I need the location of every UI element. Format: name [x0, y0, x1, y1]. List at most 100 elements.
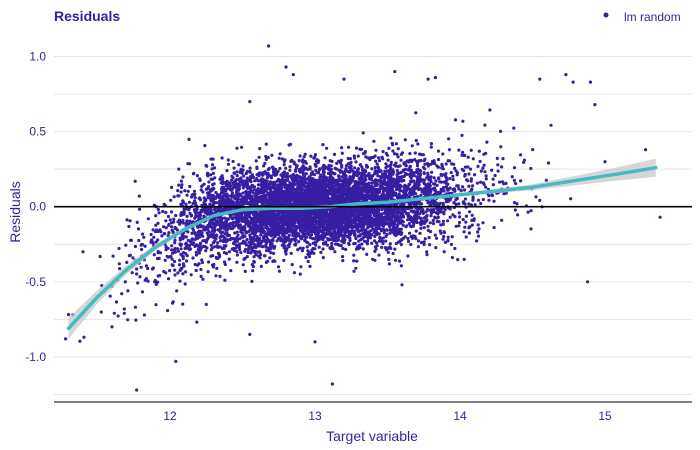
scatter-point — [234, 216, 238, 220]
scatter-point — [235, 146, 239, 150]
scatter-point — [220, 156, 224, 160]
scatter-point — [318, 178, 322, 182]
scatter-point — [497, 180, 502, 184]
scatter-point — [444, 162, 448, 166]
scatter-point — [435, 183, 439, 187]
scatter-point — [206, 171, 210, 175]
scatter-point — [279, 195, 283, 199]
scatter-point — [369, 229, 373, 233]
scatter-point — [286, 178, 290, 182]
scatter-point — [512, 178, 517, 182]
scatter-point — [269, 251, 273, 255]
scatter-point — [303, 152, 307, 156]
scatter-point — [467, 231, 471, 235]
scatter-point — [352, 269, 356, 273]
scatter-point — [309, 224, 313, 228]
scatter-point — [177, 194, 181, 198]
scatter-point — [360, 165, 364, 169]
scatter-point — [256, 244, 260, 248]
scatter-point — [325, 243, 329, 247]
scatter-point — [271, 228, 275, 232]
scatter-point — [415, 175, 419, 179]
scatter-point — [321, 227, 325, 232]
scatter-point — [173, 238, 177, 242]
scatter-point — [484, 177, 488, 181]
scatter-point — [309, 233, 314, 237]
scatter-point — [377, 159, 382, 163]
scatter-point — [287, 237, 291, 241]
scatter-point — [468, 210, 472, 214]
scatter-point — [466, 155, 470, 159]
scatter-point — [193, 196, 197, 200]
scatter-point — [463, 153, 467, 157]
scatter-point — [361, 213, 365, 217]
scatter-point — [435, 207, 439, 211]
scatter-point — [195, 174, 199, 178]
scatter-point — [243, 249, 247, 253]
scatter-point — [218, 274, 222, 278]
scatter-point — [182, 211, 186, 215]
scatter-point — [209, 225, 214, 229]
scatter-point — [456, 258, 460, 262]
scatter-point — [323, 191, 328, 195]
scatter-point — [226, 238, 230, 242]
scatter-point — [231, 181, 235, 185]
scatter-point — [250, 183, 254, 188]
scatter-point — [189, 213, 194, 217]
scatter-point — [391, 251, 395, 256]
scatter-point — [301, 164, 305, 168]
scatter-point — [531, 148, 535, 152]
scatter-point — [186, 189, 190, 193]
scatter-point — [441, 219, 445, 223]
scatter-point — [321, 247, 325, 251]
scatter-point — [314, 168, 318, 172]
scatter-point — [176, 271, 180, 275]
scatter-point — [235, 230, 239, 234]
scatter-point — [122, 307, 126, 311]
scatter-point — [282, 170, 287, 174]
scatter-point — [407, 222, 411, 226]
scatter-point — [419, 220, 423, 224]
scatter-point — [396, 155, 400, 159]
scatter-point — [340, 151, 344, 155]
scatter-point — [276, 265, 281, 269]
scatter-point — [298, 246, 302, 250]
scatter-point — [262, 254, 267, 258]
scatter-point — [384, 239, 388, 243]
scatter-point — [296, 248, 300, 252]
scatter-point — [391, 143, 395, 147]
scatter-point — [460, 153, 464, 157]
scatter-point — [224, 251, 229, 256]
scatter-point — [237, 178, 241, 182]
scatter-point — [457, 187, 461, 191]
scatter-point — [200, 184, 204, 188]
scatter-point — [78, 339, 82, 343]
scatter-point — [446, 159, 450, 163]
scatter-point — [333, 250, 337, 254]
scatter-point — [248, 233, 252, 237]
scatter-point — [177, 167, 181, 171]
scatter-point — [180, 266, 184, 270]
scatter-point — [410, 170, 414, 174]
scatter-point — [446, 182, 450, 186]
scatter-point — [395, 169, 399, 173]
scatter-point — [257, 254, 261, 258]
scatter-point — [269, 247, 273, 251]
scatter-point — [334, 167, 339, 171]
scatter-point — [358, 209, 362, 213]
scatter-point — [463, 172, 467, 176]
scatter-point — [131, 256, 135, 260]
scatter-point — [297, 159, 301, 163]
scatter-point — [433, 216, 437, 220]
scatter-point — [491, 183, 495, 187]
scatter-point — [469, 148, 473, 152]
scatter-point — [209, 173, 213, 177]
scatter-point — [165, 254, 169, 258]
scatter-point — [414, 192, 418, 196]
scatter-point — [136, 281, 140, 285]
scatter-point — [354, 236, 358, 241]
scatter-point — [382, 211, 386, 215]
scatter-point — [191, 256, 195, 260]
scatter-point — [406, 254, 410, 258]
scatter-point — [341, 259, 345, 263]
